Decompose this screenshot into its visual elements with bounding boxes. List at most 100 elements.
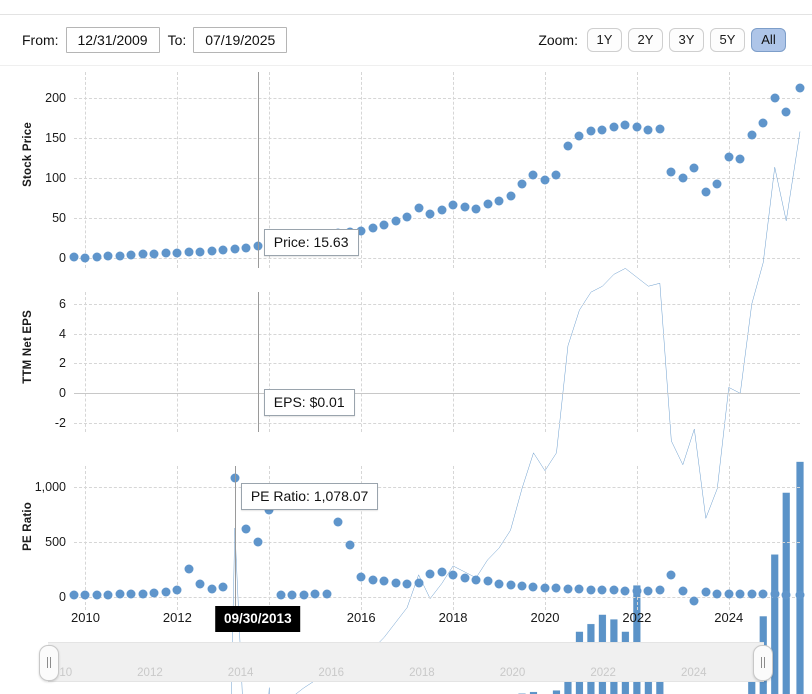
data-point-marker[interactable] [379,220,389,230]
data-point-marker[interactable] [551,170,561,180]
pe-ratio-plot[interactable]: 0 500 1,000 PE Ratio: 1,078.07 [35,466,805,610]
data-point-marker[interactable] [356,572,366,582]
from-date-input[interactable] [65,27,160,53]
data-point-marker[interactable] [184,247,194,257]
data-point-marker[interactable] [506,580,516,590]
data-point-marker[interactable] [586,585,596,595]
data-point-marker[interactable] [69,590,79,600]
data-point-marker[interactable] [115,589,125,599]
data-point-marker[interactable] [402,579,412,589]
data-point-marker[interactable] [218,245,228,255]
data-point-marker[interactable] [460,202,470,212]
data-point-marker[interactable] [448,200,458,210]
data-point-marker[interactable] [149,588,159,598]
data-point-marker[interactable] [276,590,286,600]
data-point-marker[interactable] [597,585,607,595]
data-point-marker[interactable] [724,152,734,162]
data-point-marker[interactable] [795,590,805,600]
data-point-marker[interactable] [207,584,217,594]
navigator-handle-right[interactable] [753,645,773,681]
zoom-button-2y[interactable]: 2Y [628,28,663,52]
data-point-marker[interactable] [701,187,711,197]
data-point-marker[interactable] [666,167,676,177]
data-point-marker[interactable] [517,581,527,591]
data-point-marker[interactable] [103,590,113,600]
data-point-marker[interactable] [138,249,148,259]
data-point-marker[interactable] [758,118,768,128]
data-point-marker[interactable] [632,122,642,132]
navigator-track[interactable]: 2010 2012 2014 2016 2018 2020 2022 2024 [48,642,764,682]
zoom-button-5y[interactable]: 5Y [710,28,745,52]
data-point-marker[interactable] [149,249,159,259]
data-point-marker[interactable] [356,226,366,236]
data-point-marker[interactable] [689,596,699,606]
data-point-marker[interactable] [494,579,504,589]
data-point-marker[interactable] [712,589,722,598]
data-point-marker[interactable] [770,589,780,599]
data-point-marker[interactable] [517,179,527,189]
data-point-marker[interactable] [126,250,136,260]
ttm-net-eps-plot[interactable]: -2 0 2 4 6 EPS: $0.01 [55,292,800,694]
data-point-marker[interactable] [287,590,297,600]
data-point-marker[interactable] [126,589,136,599]
data-point-marker[interactable] [712,179,722,189]
data-point-marker[interactable] [92,590,102,600]
data-point-marker[interactable] [735,154,745,164]
bar[interactable] [796,462,803,694]
data-point-marker[interactable] [747,589,757,599]
data-point-marker[interactable] [551,583,561,593]
data-point-marker[interactable] [322,589,332,599]
data-point-marker[interactable] [448,570,458,580]
data-point-marker[interactable] [253,537,263,547]
data-point-marker[interactable] [701,587,711,597]
data-point-marker[interactable] [528,170,538,180]
data-point-marker[interactable] [620,120,630,130]
data-point-marker[interactable] [506,191,516,201]
data-point-marker[interactable] [333,517,343,527]
data-point-marker[interactable] [655,585,665,595]
stock-price-plot[interactable]: 0 50 100 150 200 Price: 15.63 [45,72,805,268]
data-point-marker[interactable] [655,124,665,134]
data-point-marker[interactable] [586,126,596,136]
data-point-marker[interactable] [218,582,228,592]
data-point-marker[interactable] [678,586,688,596]
data-point-marker[interactable] [402,212,412,222]
data-point-marker[interactable] [241,524,251,534]
data-point-marker[interactable] [437,205,447,215]
data-point-marker[interactable] [540,583,550,593]
zoom-button-all[interactable]: All [751,28,786,52]
data-point-marker[interactable] [643,125,653,135]
data-point-marker[interactable] [172,248,182,258]
data-point-marker[interactable] [528,582,538,592]
data-point-marker[interactable] [299,590,309,600]
data-point-marker[interactable] [379,576,389,586]
data-point-marker[interactable] [620,586,630,596]
data-point-marker[interactable] [563,584,573,594]
data-point-marker[interactable] [241,243,251,253]
data-point-marker[interactable] [207,246,217,256]
data-point-marker[interactable] [414,578,424,588]
navigator-handle-left[interactable] [39,645,59,681]
data-point-marker[interactable] [368,223,378,233]
data-point-marker[interactable] [609,585,619,595]
data-point-marker[interactable] [597,125,607,135]
data-point-marker[interactable] [574,584,584,594]
data-point-marker[interactable] [80,590,90,600]
data-point-marker[interactable] [391,216,401,226]
data-point-marker[interactable] [574,131,584,141]
data-point-marker[interactable] [80,253,90,263]
data-point-marker[interactable] [92,252,102,262]
to-date-input[interactable] [193,27,288,53]
data-point-marker[interactable] [471,575,481,585]
data-point-marker[interactable] [483,576,493,586]
data-point-marker[interactable] [138,589,148,598]
data-point-marker[interactable] [632,586,642,596]
data-point-marker[interactable] [425,569,435,579]
data-point-marker[interactable] [195,579,205,589]
data-point-marker[interactable] [770,93,780,103]
data-point-marker[interactable] [678,173,688,183]
data-point-marker[interactable] [781,590,791,600]
data-point-marker[interactable] [230,244,240,254]
data-point-marker[interactable] [471,204,481,214]
data-point-marker[interactable] [460,573,470,583]
